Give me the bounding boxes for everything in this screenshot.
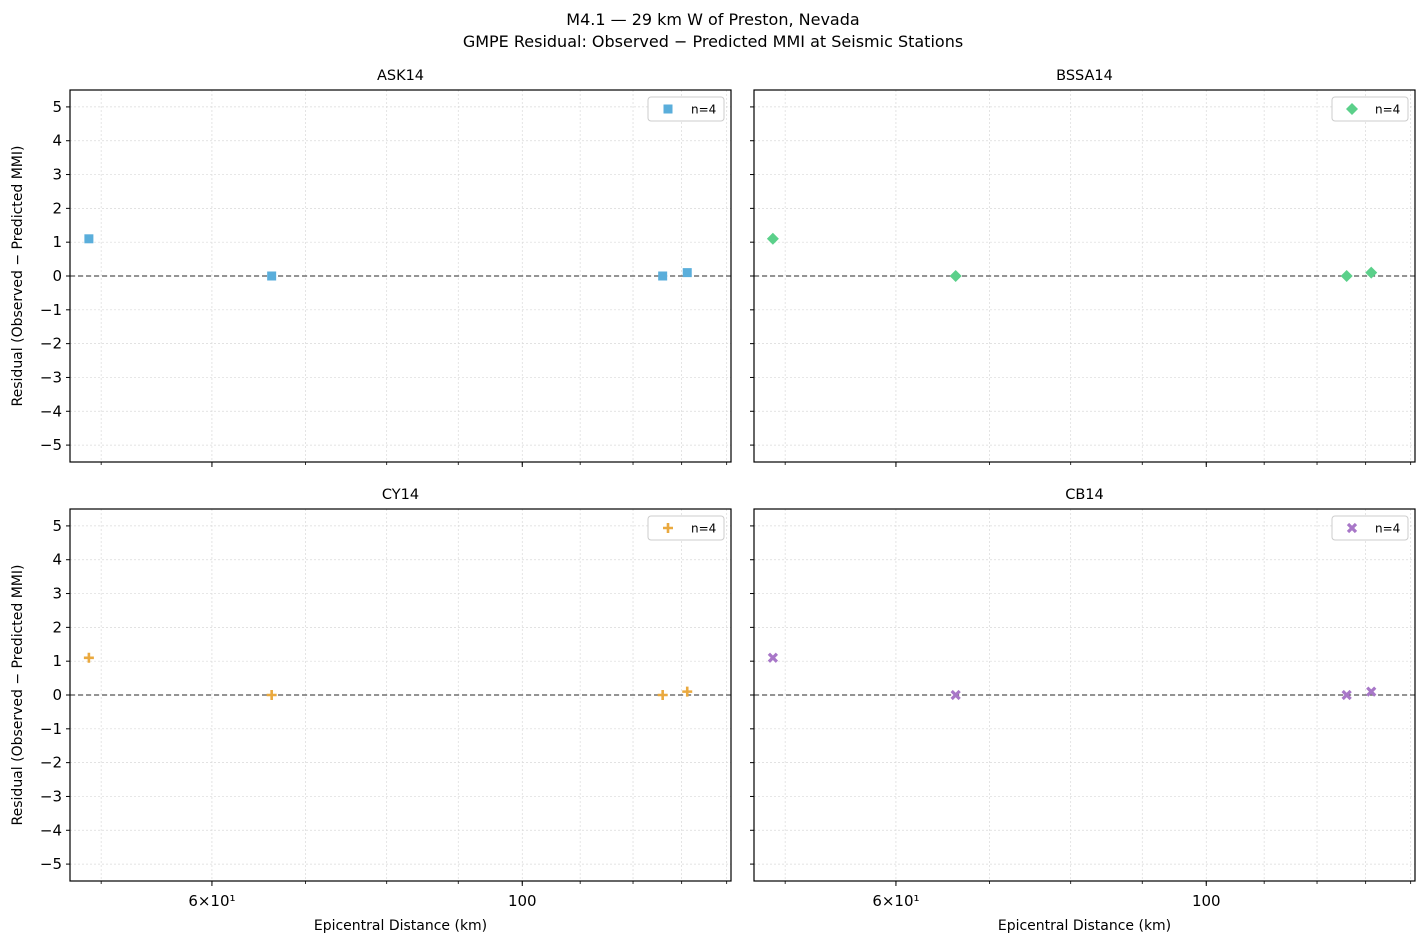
legend-marker: [663, 523, 673, 533]
subplot-title: BSSA14: [1056, 68, 1113, 84]
y-tick-label: 4: [52, 551, 62, 569]
subplot-title: ASK14: [377, 68, 424, 84]
legend-box: [647, 515, 725, 541]
legend-marker: [1346, 522, 1358, 534]
y-tick-label: −2: [40, 335, 62, 353]
y-tick-label: −2: [40, 754, 62, 772]
y-tick-label: 3: [52, 166, 62, 184]
y-tick-label: 0: [52, 267, 62, 285]
data-point: [949, 270, 962, 282]
y-axis-label: Residual (Observed − Predicted MMI): [10, 565, 26, 826]
y-tick-label: 5: [52, 517, 62, 535]
data-point: [658, 271, 668, 281]
figure-title-line1: M4.1 — 29 km W of Preston, Nevada: [566, 10, 859, 29]
y-tick-label: 2: [52, 199, 62, 217]
data-point: [1340, 270, 1353, 282]
legend: n=4: [1331, 515, 1409, 541]
data-point: [657, 690, 668, 700]
data-point: [767, 652, 779, 663]
legend-label: n=4: [691, 522, 716, 536]
x-tick-label: 6×10¹: [188, 892, 235, 910]
x-axis-label: Epicentral Distance (km): [998, 918, 1171, 934]
axes-frame: [753, 89, 1416, 463]
data-point: [950, 689, 961, 701]
y-tick-label: −3: [40, 368, 62, 386]
figure-title-line2: GMPE Residual: Observed − Predicted MMI …: [463, 32, 963, 51]
data-point: [266, 690, 277, 700]
legend-box: [647, 96, 725, 122]
x-tick-label: 100: [508, 892, 537, 910]
data-point: [1366, 686, 1377, 697]
legend: n=4: [647, 96, 725, 122]
y-tick-label: 1: [52, 233, 62, 251]
y-axis-label: Residual (Observed − Predicted MMI): [10, 146, 26, 407]
legend-marker: [663, 104, 673, 114]
legend-box: [1331, 96, 1409, 122]
x-tick-label: 6×10¹: [872, 892, 919, 910]
subplot-title: CY14: [382, 487, 419, 503]
data-point: [1341, 689, 1352, 701]
subplot-bssa14: BSSA14 n=4: [750, 68, 1416, 467]
subplot-title: CB14: [1065, 487, 1104, 503]
data-point: [84, 234, 94, 244]
legend: n=4: [647, 515, 725, 541]
y-tick-label: −3: [40, 787, 62, 805]
y-tick-label: 2: [52, 618, 62, 636]
y-tick-label: −1: [40, 720, 62, 738]
data-point: [766, 232, 779, 245]
data-point: [1365, 266, 1378, 279]
subplot-ask14: 5 4 3 2 1 0 −1 −2 −3 −4 −5 ASK14 n=4 Residual (Observ…: [10, 68, 732, 467]
legend-marker: [1346, 103, 1358, 115]
y-tick-label: 5: [52, 98, 62, 116]
y-tick-label: −5: [40, 855, 62, 873]
y-tick-label: 1: [52, 652, 62, 670]
data-point: [682, 686, 693, 697]
x-tick-label: 100: [1192, 892, 1221, 910]
subplot-cb14: 6×10¹ 100 CB14 n=4 Epicentral Distance (km): [750, 487, 1416, 934]
legend: n=4: [1331, 96, 1409, 122]
data-point: [682, 268, 692, 278]
subplot-cy14: 5 4 3 2 1 0 −1 −2 −3 −4 −5 6×10¹ 100 CY14 n=4 Residual …: [10, 487, 732, 934]
legend-label: n=4: [1375, 103, 1400, 117]
y-tick-label: 4: [52, 132, 62, 150]
y-tick-label: −4: [40, 402, 62, 420]
legend-label: n=4: [691, 103, 716, 117]
axes-frame: [69, 508, 732, 882]
data-point: [267, 271, 277, 281]
axes-frame: [753, 508, 1416, 882]
axes-frame: [69, 89, 732, 463]
legend-label: n=4: [1375, 522, 1400, 536]
y-tick-label: 0: [52, 686, 62, 704]
y-tick-label: −4: [40, 821, 62, 839]
y-tick-label: −1: [40, 301, 62, 319]
legend-box: [1331, 515, 1409, 541]
y-tick-label: 3: [52, 585, 62, 603]
data-point: [83, 652, 94, 663]
y-tick-label: −5: [40, 436, 62, 454]
x-axis-label: Epicentral Distance (km): [314, 918, 487, 934]
